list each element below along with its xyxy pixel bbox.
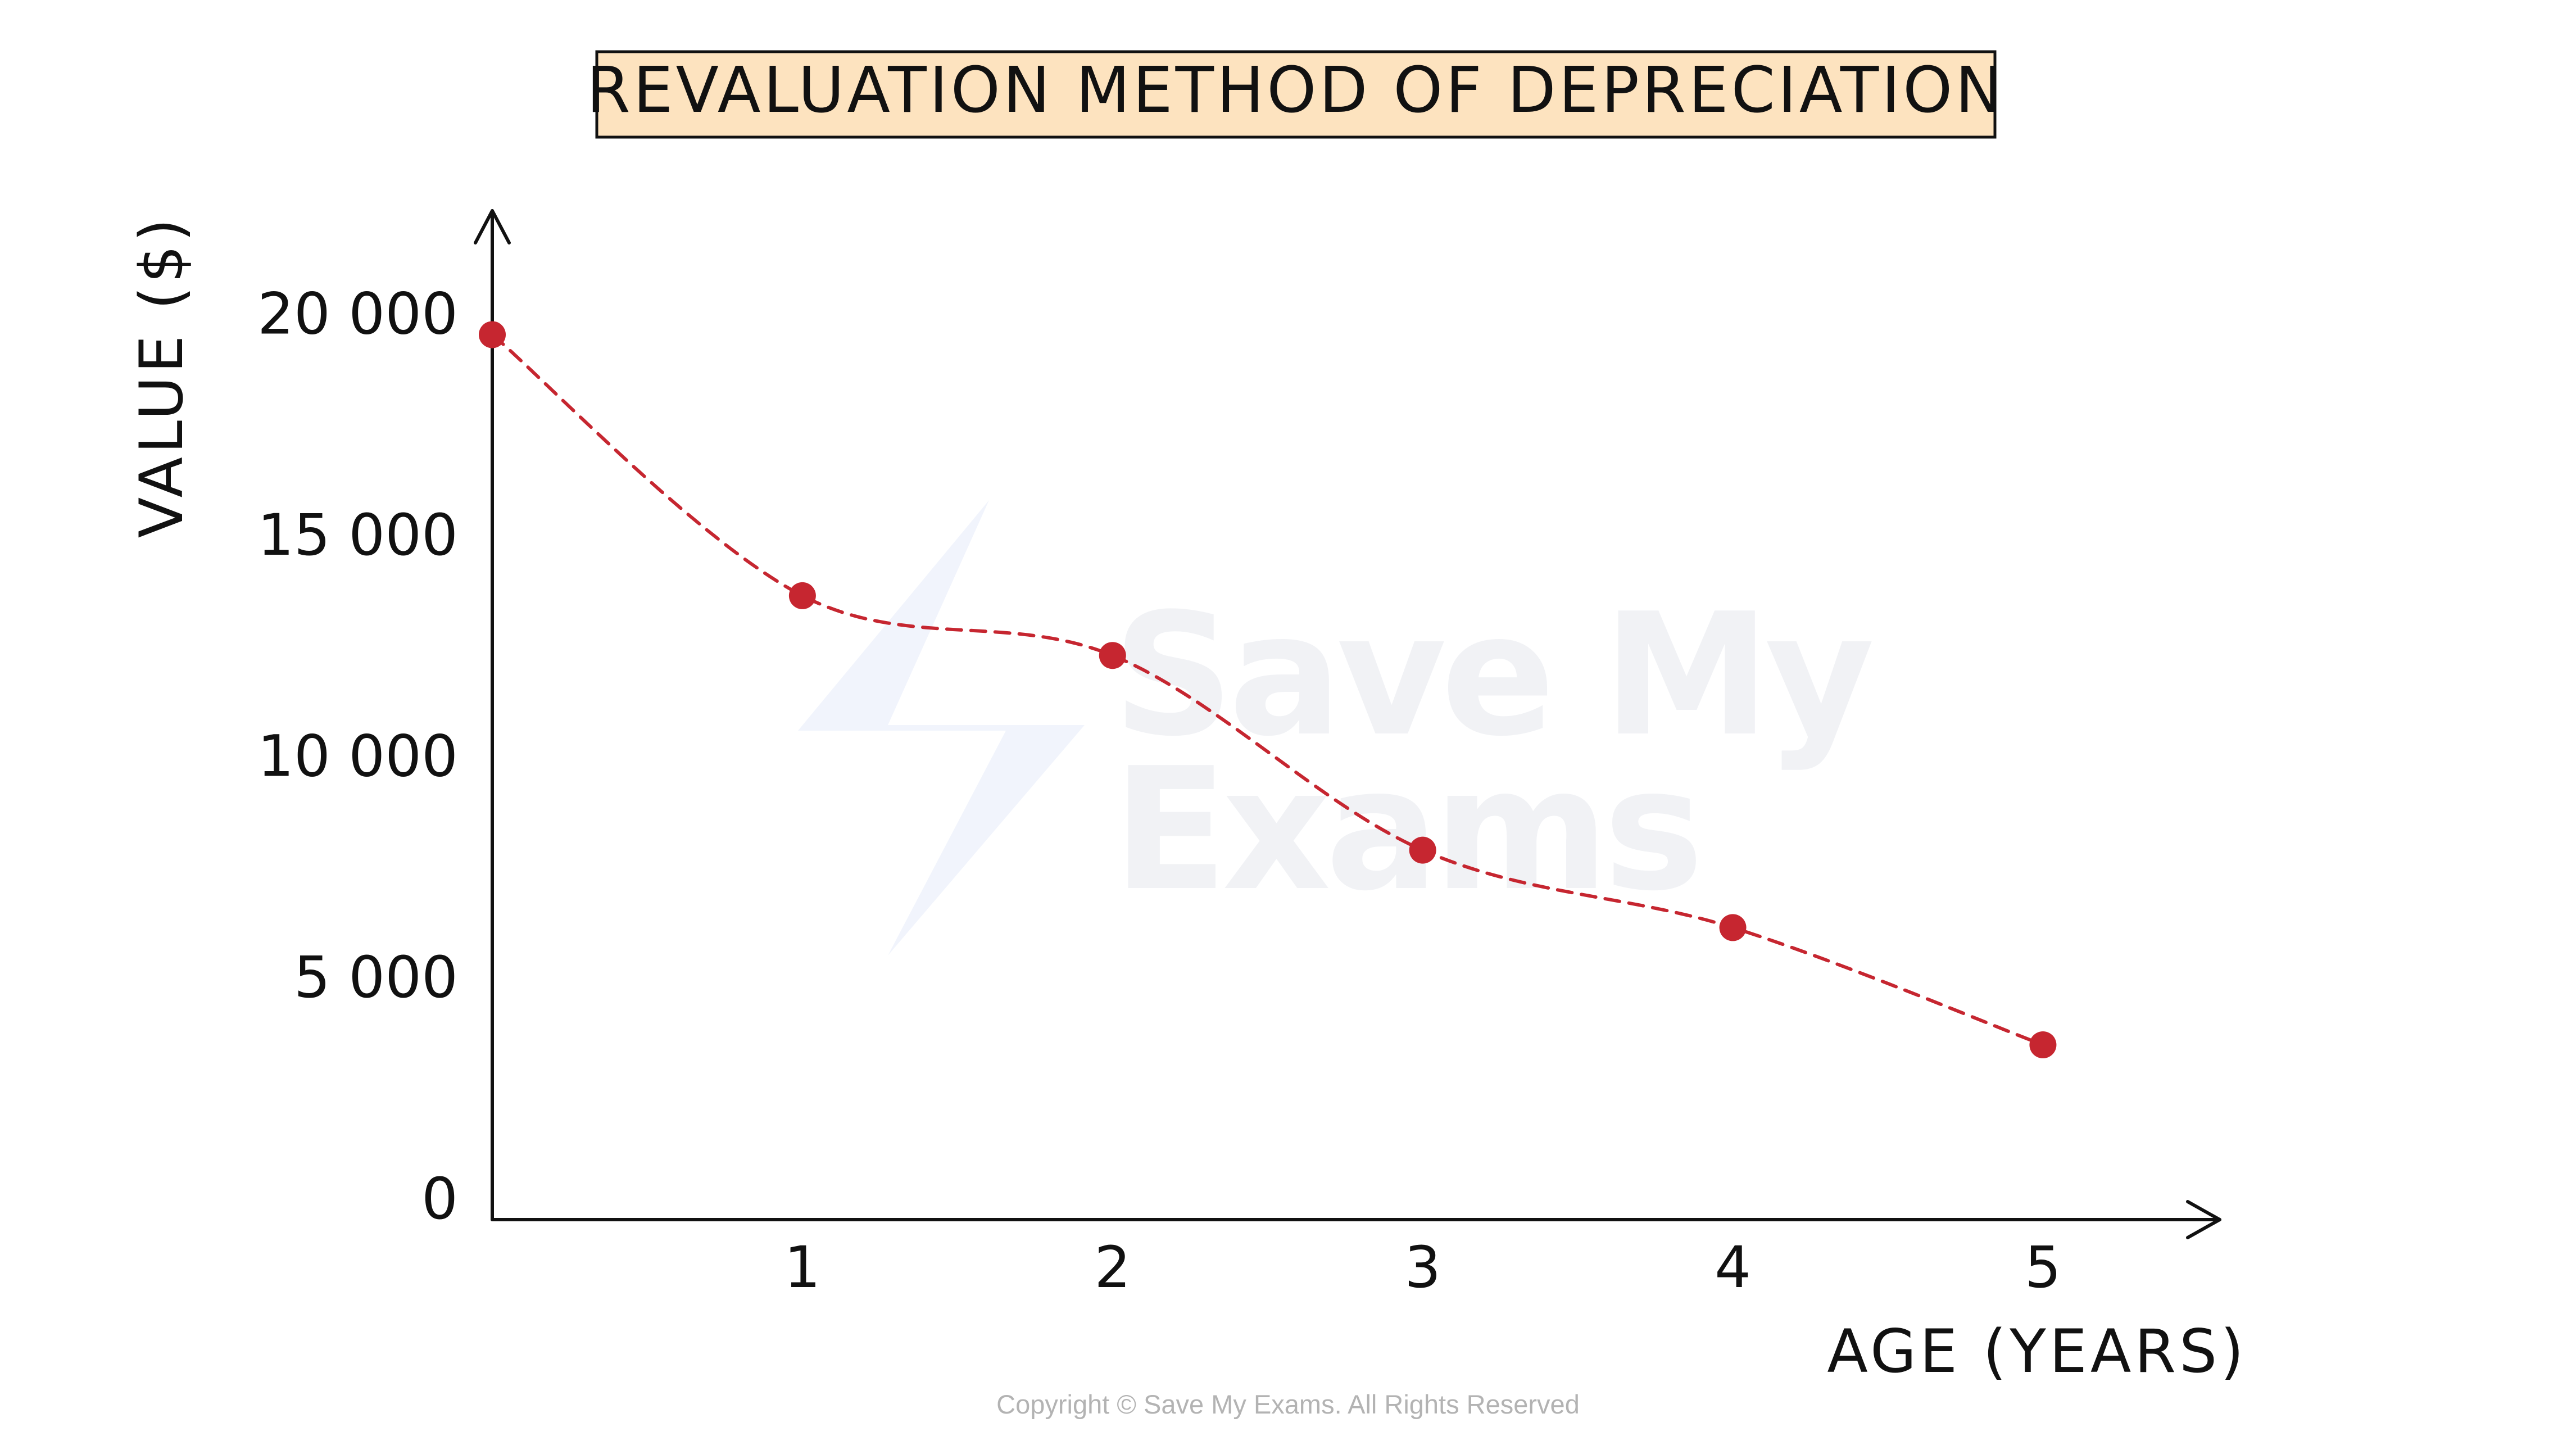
- watermark-text-line-2: Exams: [1113, 732, 1698, 928]
- chart-axes: [474, 209, 2221, 1239]
- x-tick-label: 3: [1404, 1234, 1441, 1301]
- data-point: [788, 582, 816, 609]
- y-tick-label: 15 000: [257, 502, 458, 569]
- data-point: [1099, 642, 1126, 669]
- x-tick-labels: 1 2 3 4 5: [784, 1234, 2061, 1301]
- y-tick-labels: 0 5 000 10 000 15 000 20 000: [257, 280, 458, 1233]
- watermark: Save My Exams: [798, 500, 1879, 955]
- x-axis-label: AGE (YEARS): [1827, 1317, 2247, 1386]
- y-tick-label: 10 000: [257, 723, 458, 790]
- data-points: [479, 321, 2057, 1059]
- y-axis-label: VALUE ($): [127, 215, 196, 538]
- x-tick-label: 1: [784, 1234, 820, 1301]
- x-tick-label: 2: [1094, 1234, 1131, 1301]
- data-point: [479, 321, 506, 348]
- x-axis-arrow: [2186, 1200, 2221, 1239]
- series-line: [491, 333, 2045, 1047]
- x-tick-label: 5: [2025, 1234, 2061, 1301]
- y-tick-label: 5 000: [294, 944, 458, 1011]
- y-tick-label: 0: [421, 1166, 458, 1233]
- chart-title-text: REVALUATION METHOD OF DEPRECIATION: [587, 54, 2005, 127]
- watermark-text-line-1: Save My: [1113, 577, 1873, 773]
- copyright-text: Copyright © Save My Exams. All Rights Re…: [996, 1389, 1580, 1419]
- data-point: [1409, 836, 1436, 864]
- x-tick-label: 4: [1715, 1234, 1751, 1301]
- data-point: [1719, 914, 1747, 941]
- y-axis-arrow: [474, 209, 511, 244]
- save-my-exams-bolt-icon: [798, 500, 1085, 955]
- y-tick-label: 20 000: [257, 280, 458, 347]
- chart-title: REVALUATION METHOD OF DEPRECIATION: [587, 50, 2005, 139]
- chart-title-box: [595, 50, 1997, 139]
- data-point: [2029, 1031, 2057, 1059]
